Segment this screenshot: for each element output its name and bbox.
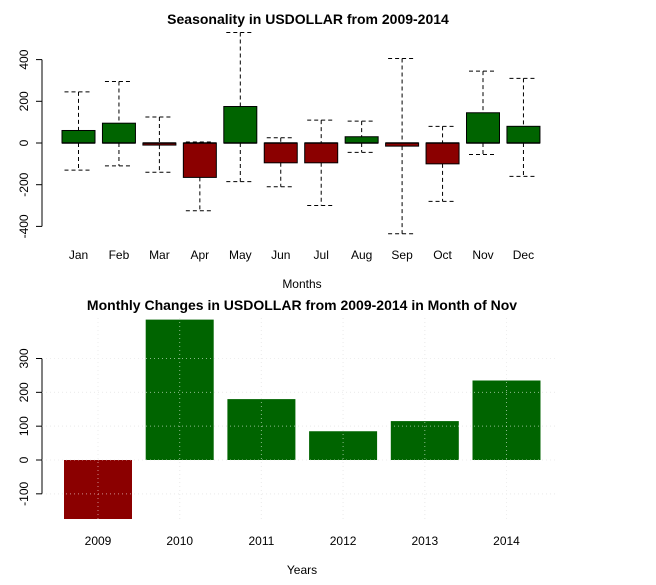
box-jul bbox=[304, 142, 339, 164]
seasonality-plot: -400 -200 0 200 400 Jan Feb Mar Apr May Jun Jul Aug S… bbox=[17, 31, 541, 262]
box-jun bbox=[263, 142, 298, 164]
box-oct bbox=[425, 142, 460, 165]
y-tick-label: 0 bbox=[17, 139, 31, 146]
x-axis-label-months: Months bbox=[282, 277, 321, 291]
x-tick-label: 2014 bbox=[493, 534, 520, 548]
x-tick-label: 2011 bbox=[248, 534, 274, 548]
x-tick-label: 2010 bbox=[166, 534, 193, 548]
y-tick-label: 400 bbox=[17, 49, 31, 69]
x-tick-label: Feb bbox=[109, 248, 130, 262]
box-dec bbox=[506, 125, 541, 144]
box-apr bbox=[182, 142, 217, 178]
x-tick-label: Jan bbox=[69, 248, 88, 262]
bar-2012 bbox=[309, 431, 378, 460]
bar-2011 bbox=[227, 399, 296, 460]
chart-title-seasonality: Seasonality in USDOLLAR from 2009-2014 bbox=[167, 11, 449, 27]
y-tick-label: -100 bbox=[17, 482, 31, 506]
y-tick-label: -200 bbox=[17, 172, 31, 196]
monthly-changes-plot: -100 0 100 200 300 2009 2010 2011 2012 2013 2014 bbox=[17, 318, 556, 548]
box-jan bbox=[61, 129, 96, 144]
x-tick-label: Mar bbox=[149, 248, 170, 262]
box-aug bbox=[344, 136, 379, 144]
x-tick-label: 2013 bbox=[411, 534, 438, 548]
x-tick-label: Aug bbox=[351, 248, 372, 262]
x-tick-label: Sep bbox=[391, 248, 413, 262]
x-axis-label-years: Years bbox=[287, 563, 317, 577]
y-tick-label: 0 bbox=[17, 456, 31, 463]
y-tick-label: -400 bbox=[17, 214, 31, 238]
x-tick-label: Nov bbox=[472, 248, 493, 262]
y-tick-label: 200 bbox=[17, 91, 31, 111]
box-may bbox=[223, 106, 258, 144]
bar-2009 bbox=[64, 460, 132, 519]
box-nov bbox=[466, 112, 500, 144]
bar-2010 bbox=[145, 319, 214, 460]
x-tick-label: Oct bbox=[433, 248, 452, 262]
x-tick-label: 2009 bbox=[85, 534, 112, 548]
y-tick-label: 100 bbox=[17, 416, 31, 436]
x-tick-label: 2012 bbox=[330, 534, 357, 548]
chart-title-monthly-changes: Monthly Changes in USDOLLAR from 2009-20… bbox=[87, 297, 517, 313]
x-tick-label: Jun bbox=[271, 248, 290, 262]
y-tick-label: 300 bbox=[17, 348, 31, 368]
x-tick-label: May bbox=[229, 248, 252, 262]
x-tick-label: Apr bbox=[191, 248, 210, 262]
x-tick-label: Jul bbox=[314, 248, 329, 262]
box-feb bbox=[101, 122, 136, 144]
y-tick-label: 200 bbox=[17, 382, 31, 402]
x-tick-label: Dec bbox=[513, 248, 534, 262]
bar-2013 bbox=[390, 421, 459, 460]
